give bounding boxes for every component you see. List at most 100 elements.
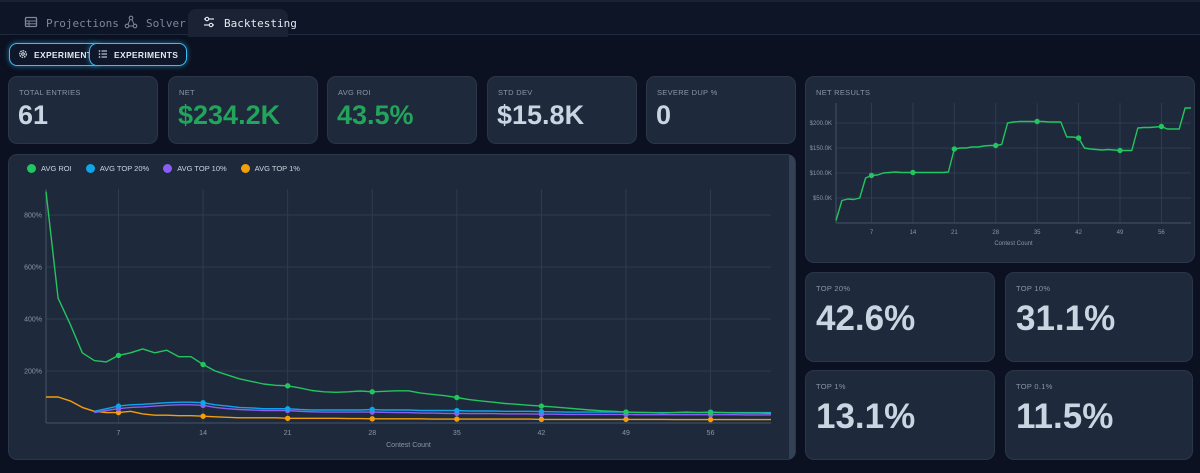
experiments-button[interactable]: EXPERIMENTS <box>89 43 188 66</box>
roi-x-tick-label: 56 <box>707 430 715 437</box>
net-x-tick-label: 42 <box>1075 230 1082 236</box>
top10-label: TOP 10% <box>1016 284 1051 293</box>
roi-point-avg-roi <box>538 403 545 409</box>
net-x-tick-label: 14 <box>910 230 917 236</box>
legend-item-avg-top-10[interactable]: AVG TOP 10% <box>163 164 227 173</box>
tab-solver[interactable]: Solver <box>110 9 200 37</box>
top01-value: 11.5% <box>1016 397 1114 436</box>
network-icon <box>124 15 138 32</box>
avg-roi-label: AVG ROI <box>338 88 371 97</box>
roi-x-axis-label: Contest Count <box>386 442 431 449</box>
roi-point-avg-top-1 <box>623 416 629 423</box>
top20-card: TOP 20% 42.6% <box>805 272 995 362</box>
severe-dup-value: 0 <box>656 100 672 130</box>
roi-point-avg-top-1 <box>707 416 714 423</box>
legend-swatch-avg-top-20 <box>85 164 95 173</box>
net-x-tick-label: 35 <box>1034 230 1041 236</box>
tab-projections-label: Projections <box>46 16 119 30</box>
roi-x-tick-label: 14 <box>199 430 207 437</box>
roi-y-tick-label: 800% <box>24 212 42 219</box>
top01-card: TOP 0.1% 11.5% <box>1005 370 1193 460</box>
list-icon <box>98 49 108 61</box>
legend-item-avg-roi[interactable]: AVG ROI <box>27 164 72 173</box>
roi-point-avg-top-20 <box>284 406 291 412</box>
std-dev-card: STD DEV $15.8K <box>487 76 637 144</box>
roi-point-avg-roi <box>369 389 375 395</box>
experiment-button[interactable]: EXPERIMENT <box>9 43 102 66</box>
roi-point-avg-roi <box>623 409 629 415</box>
roi-point-avg-top-20 <box>454 407 460 414</box>
top1-label: TOP 1% <box>816 382 846 391</box>
top10-value: 31.1% <box>1016 299 1116 338</box>
roi-point-avg-top-20 <box>538 408 545 415</box>
net-results-card: NET RESULTS 7 14 21 28 35 42 49 56 $50.0K $100.0K… <box>805 76 1195 263</box>
legend-item-avg-top-1[interactable]: AVG TOP 1% <box>240 164 300 173</box>
roi-line-avg-top-20 <box>94 401 771 414</box>
roi-line-avg-roi <box>45 191 772 415</box>
roi-chart-legend: AVG ROI AVG TOP 20% AVG TOP 10% AVG TOP … <box>27 164 300 173</box>
roi-chart-card: AVG ROI AVG TOP 20% AVG TOP 10% AVG TOP … <box>8 154 796 460</box>
net-line-series-0 <box>835 107 1191 221</box>
roi-x-tick-label: 28 <box>368 430 376 437</box>
roi-point-avg-top-1 <box>115 409 122 416</box>
total-entries-value: 61 <box>18 100 49 130</box>
roi-point-avg-top-1 <box>538 416 545 423</box>
net-point-series-0 <box>1075 135 1082 141</box>
top10-card: TOP 10% 31.1% <box>1005 272 1193 362</box>
tab-projections[interactable]: Projections <box>10 9 133 37</box>
legend-label-avg-top-1: AVG TOP 1% <box>254 164 300 173</box>
roi-point-avg-roi <box>707 409 714 416</box>
net-x-tick-label: 49 <box>1117 230 1124 236</box>
experiments-button-label: EXPERIMENTS <box>114 49 179 60</box>
roi-line-avg-top-1 <box>46 396 771 421</box>
net-card: NET $234.2K <box>168 76 318 144</box>
roi-chart: 7 14 21 28 35 42 49 56 200% 400% 600% 800% Contest C… <box>24 189 772 449</box>
net-y-tick-label: $150.0K <box>810 146 832 152</box>
net-point-series-0 <box>951 146 958 152</box>
roi-point-avg-top-20 <box>115 403 122 409</box>
top20-label: TOP 20% <box>816 284 851 293</box>
net-y-tick-label: $100.0K <box>810 171 832 177</box>
roi-x-tick-label: 35 <box>453 430 461 437</box>
roi-x-tick-label: 49 <box>622 430 630 437</box>
roi-y-tick-label: 200% <box>24 368 42 375</box>
roi-y-tick-label: 600% <box>24 264 42 271</box>
roi-point-avg-top-1 <box>369 416 375 422</box>
std-dev-label: STD DEV <box>498 88 533 97</box>
net-point-series-0 <box>868 172 875 179</box>
legend-swatch-avg-top-10 <box>163 164 173 173</box>
roi-point-avg-roi <box>284 383 291 389</box>
roi-x-tick-label: 42 <box>538 430 546 437</box>
legend-swatch-avg-roi <box>27 164 36 173</box>
net-point-series-0 <box>1034 118 1040 125</box>
net-y-tick-label: $200.0K <box>810 121 832 127</box>
avg-roi-value: 43.5% <box>337 100 414 130</box>
net-results-chart: 7 14 21 28 35 42 49 56 $50.0K $100.0K $150.0K $200.… <box>810 103 1191 247</box>
top01-label: TOP 0.1% <box>1016 382 1053 391</box>
total-entries-card: TOTAL ENTRIES 61 <box>8 76 158 144</box>
legend-item-avg-top-20[interactable]: AVG TOP 20% <box>85 164 150 173</box>
roi-x-tick-label: 7 <box>117 430 121 437</box>
tab-bar: Projections Solver Backtesting <box>0 0 1200 37</box>
roi-line-avg-top-10 <box>94 404 771 416</box>
table-icon <box>24 15 38 32</box>
legend-label-avg-roi: AVG ROI <box>41 164 72 173</box>
net-x-tick-label: 21 <box>951 230 958 236</box>
gear-icon <box>18 49 28 61</box>
roi-point-avg-top-1 <box>284 415 291 422</box>
legend-label-avg-top-20: AVG TOP 20% <box>99 164 150 173</box>
scrollbar[interactable] <box>789 155 795 459</box>
avg-roi-card: AVG ROI 43.5% <box>327 76 477 144</box>
sliders-icon <box>202 15 216 32</box>
legend-label-avg-top-10: AVG TOP 10% <box>177 164 227 173</box>
severe-dup-card: SEVERE DUP % 0 <box>646 76 796 144</box>
top1-card: TOP 1% 13.1% <box>805 370 995 460</box>
roi-point-avg-top-20 <box>200 400 206 406</box>
tab-solver-label: Solver <box>146 16 186 30</box>
net-y-tick-label: $50.0K <box>813 196 832 202</box>
tab-backtesting-label: Backtesting <box>224 16 297 30</box>
experiment-button-label: EXPERIMENT <box>34 49 93 60</box>
net-point-series-0 <box>1117 147 1123 154</box>
tab-backtesting[interactable]: Backtesting <box>188 9 297 37</box>
legend-swatch-avg-top-1 <box>240 164 250 173</box>
